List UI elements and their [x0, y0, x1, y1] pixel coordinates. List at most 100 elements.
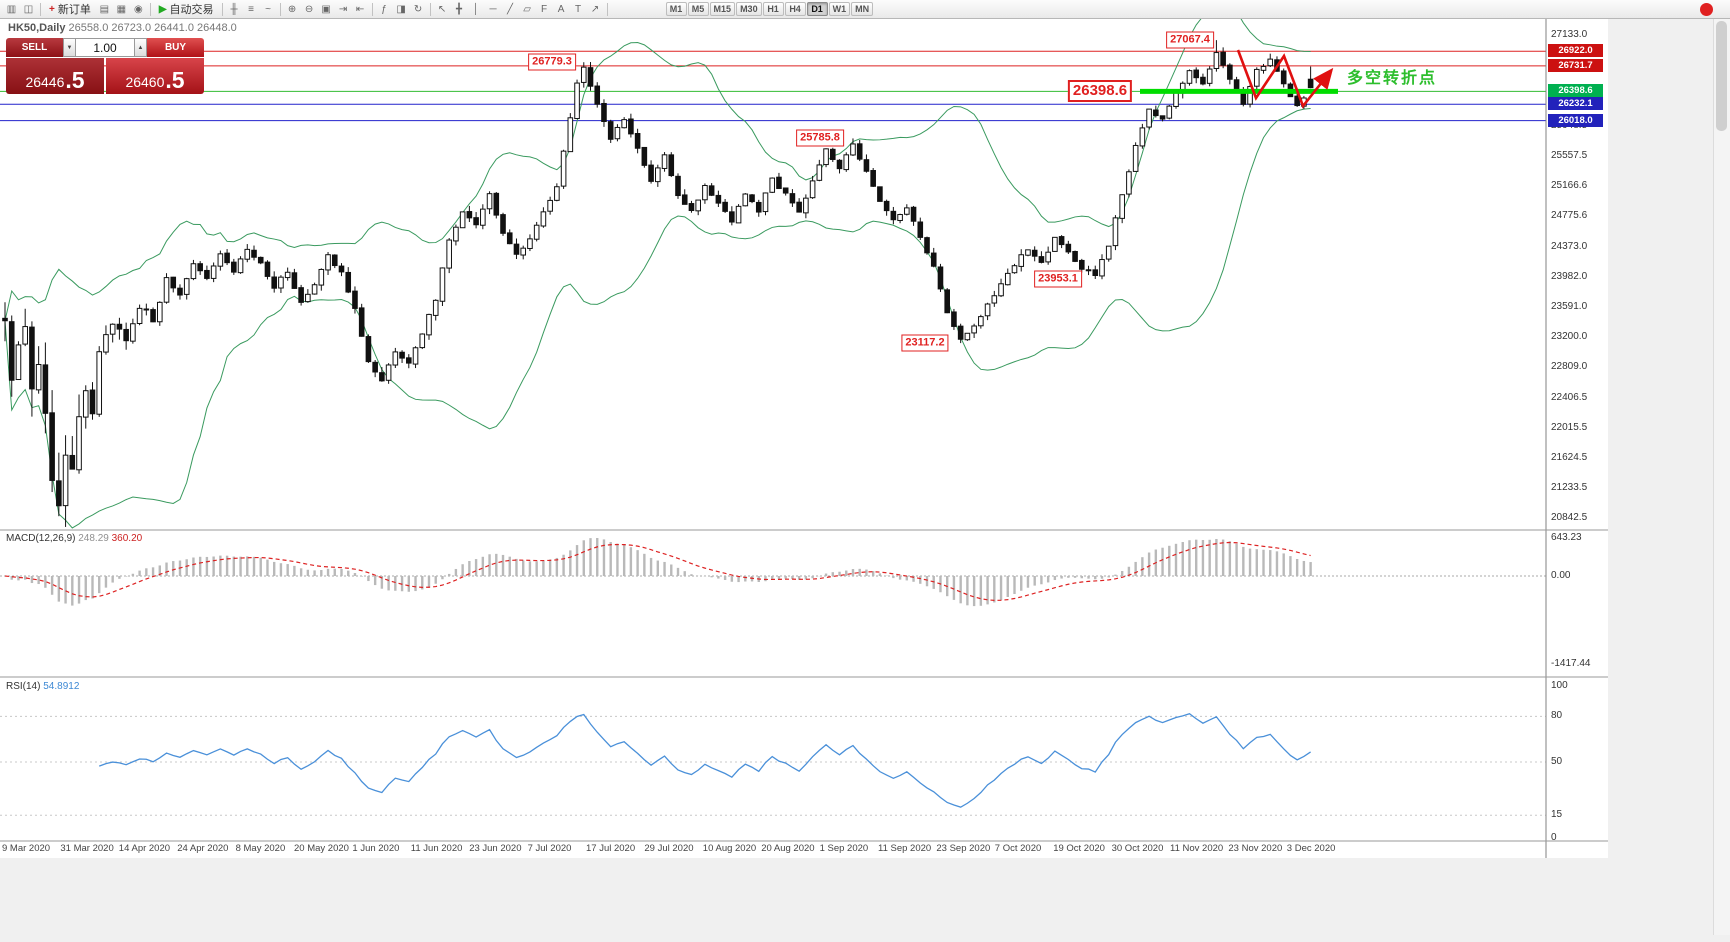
date-label: 3 Dec 2020: [1286, 843, 1336, 854]
sell-button[interactable]: SELL: [6, 38, 63, 57]
date-label: 7 Jul 2020: [527, 843, 572, 854]
price-axis-label: 22406.5: [1551, 391, 1588, 403]
indicators-icon[interactable]: ƒ: [381, 3, 387, 15]
volume-increase-button[interactable]: ▲: [134, 38, 147, 57]
fibonacci-icon[interactable]: F: [540, 3, 548, 15]
buy-button[interactable]: BUY: [147, 38, 204, 57]
price-callout[interactable]: 26779.3: [528, 53, 576, 71]
volume-decrease-button[interactable]: ▼: [63, 38, 76, 57]
price-callout[interactable]: 23117.2: [901, 334, 949, 352]
date-label: 20 May 2020: [294, 843, 349, 854]
price-axis-tag: 26232.1: [1548, 97, 1603, 111]
autotrading-button-icon: ▶: [158, 3, 167, 15]
one-click-trading-panel: SELL ▼ 1.00 ▲ BUY 26446.5 26460.5: [6, 38, 204, 94]
auto-scroll-icon[interactable]: ⇥: [338, 3, 348, 15]
autotrading-button-label: 自动交易: [169, 4, 214, 16]
text-icon[interactable]: A: [557, 3, 565, 15]
crosshair-icon[interactable]: ╋: [456, 3, 463, 15]
templates-icon[interactable]: ↻: [413, 3, 423, 15]
sell-price-pips: .5: [65, 67, 85, 93]
notification-badge[interactable]: [1700, 3, 1713, 16]
toolbar-separator: [40, 2, 41, 16]
timeframe-d1[interactable]: D1: [806, 2, 828, 16]
timeframe-m5[interactable]: M5: [687, 2, 709, 16]
tile-icon[interactable]: ◫: [23, 3, 34, 15]
macd-axis-label: -1417.44: [1551, 658, 1591, 669]
rsi-value: 54.8912: [43, 681, 80, 692]
candles-chart-icon[interactable]: ╫: [230, 3, 238, 15]
macd-main-value: 248.29: [78, 533, 109, 544]
date-label: 11 Jun 2020: [410, 843, 463, 854]
symbol-timeframe-label: HK50,Daily: [8, 22, 66, 34]
rsi-name: RSI(14): [6, 681, 41, 692]
toolbar-separator: [149, 2, 151, 16]
trendline-icon[interactable]: ╱: [507, 3, 514, 15]
market-watch-icon[interactable]: ▤: [99, 3, 110, 15]
buy-price-button[interactable]: 26460.5: [106, 58, 204, 94]
channel-icon[interactable]: ▱: [523, 3, 531, 15]
chart-title: HK50,Daily 26558.0 26723.0 26441.0 26448…: [8, 22, 237, 34]
vertical-line-icon[interactable]: │: [472, 3, 480, 15]
macd-axis-label: 0.00: [1551, 570, 1571, 581]
sell-price-button[interactable]: 26446.5: [6, 58, 104, 94]
timeframe-m30[interactable]: M30: [736, 2, 762, 16]
date-label: 11 Sep 2020: [878, 843, 932, 854]
tile-windows-icon[interactable]: ▣: [321, 3, 331, 15]
price-axis-label: 23591.0: [1551, 300, 1588, 312]
new-order-button[interactable]: + 新订单: [44, 1, 96, 17]
price-callout[interactable]: 26398.6: [1067, 80, 1133, 103]
toolbar-separator: [279, 2, 281, 16]
price-axis-label: 23982.0: [1551, 270, 1588, 282]
date-label: 8 May 2020: [235, 843, 286, 854]
timeframe-h1[interactable]: H1: [762, 2, 784, 16]
price-axis-tag: 26731.7: [1548, 58, 1603, 72]
date-label: 1 Jun 2020: [352, 843, 400, 854]
arrows-icon[interactable]: ↗: [590, 3, 600, 15]
data-window-icon[interactable]: ▦: [116, 3, 127, 15]
timeframe-m15[interactable]: M15: [709, 2, 736, 16]
toolbar-separator: [429, 2, 431, 16]
chart-shift-icon[interactable]: ⇤: [355, 3, 365, 15]
horizontal-line-icon[interactable]: ─: [489, 3, 497, 15]
chart-icon[interactable]: ▥: [6, 3, 17, 15]
volume-input[interactable]: 1.00: [76, 38, 134, 57]
date-label: 31 Mar 2020: [60, 843, 114, 854]
price-callout[interactable]: 25785.8: [796, 129, 844, 147]
price-axis-label: 27133.0: [1551, 29, 1588, 41]
autotrading-button[interactable]: ▶ 自动交易: [154, 1, 219, 17]
new-order-button-icon: +: [49, 3, 55, 15]
periods-icon[interactable]: ◨: [396, 3, 406, 15]
timeframe-h4[interactable]: H4: [784, 2, 806, 16]
navigator-icon[interactable]: ◉: [133, 3, 143, 15]
buy-price-main: 26460: [125, 74, 165, 90]
price-axis-label: 24373.0: [1551, 240, 1588, 252]
price-callout[interactable]: 27067.4: [1166, 31, 1214, 49]
price-axis-label: 25166.6: [1551, 179, 1588, 191]
macd-signal-value: 360.20: [111, 533, 143, 544]
zoom-in-icon[interactable]: ⊕: [287, 3, 297, 15]
rsi-axis-label: 0: [1551, 832, 1557, 843]
toolbar-separator: [221, 2, 223, 16]
vertical-scrollbar[interactable]: [1713, 19, 1730, 935]
line-chart-icon[interactable]: ~: [265, 3, 271, 15]
rsi-axis-label: 80: [1551, 710, 1563, 722]
toolbar-separator: [371, 2, 373, 16]
date-label: 20 Aug 2020: [761, 843, 815, 854]
date-label: 17 Jul 2020: [586, 843, 636, 854]
toolbar: ▥ ◫ + 新订单 ▤ ▦ ◉ ▶ 自动交易 ╫ ≡ ~ ⊕ ⊖ ▣ ⇥ ⇤ ƒ ◨ ↻ ↖ ╋ │ ─ ╱ ▱ F A T ↗ M1 M5 M…: [0, 0, 1730, 19]
ohlc-values: 26558.0 26723.0 26441.0 26448.0: [68, 22, 237, 34]
scrollbar-thumb[interactable]: [1716, 21, 1727, 131]
timeframe-mn[interactable]: MN: [851, 2, 874, 16]
rsi-axis-label: 15: [1551, 809, 1563, 821]
timeframe-m1[interactable]: M1: [665, 2, 687, 16]
annotation-text[interactable]: 多空转折点: [1347, 70, 1438, 87]
timeframe-w1[interactable]: W1: [828, 2, 851, 16]
price-callout[interactable]: 23953.1: [1034, 270, 1082, 288]
cursor-icon[interactable]: ↖: [437, 3, 447, 15]
text-label-icon[interactable]: T: [574, 3, 582, 15]
price-axis-label: 21233.5: [1551, 481, 1588, 493]
bars-chart-icon[interactable]: ≡: [248, 3, 254, 15]
date-label: 11 Nov 2020: [1170, 843, 1224, 854]
macd-name: MACD(12,26,9): [6, 533, 76, 544]
zoom-out-icon[interactable]: ⊖: [304, 3, 314, 15]
